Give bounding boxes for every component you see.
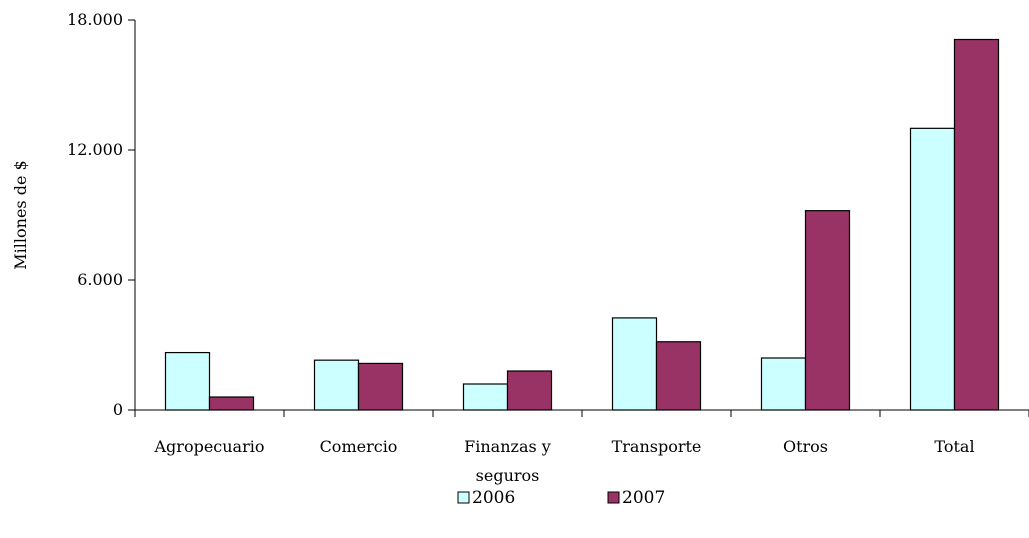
bar-2007-transporte xyxy=(655,341,702,411)
legend: 2006 2007 xyxy=(457,488,665,508)
legend-label-2006: 2006 xyxy=(472,488,515,508)
x-tick-label: Otros xyxy=(783,437,828,456)
bar-2006-comercio xyxy=(313,359,360,411)
legend-swatch-2007 xyxy=(607,491,620,504)
y-tick-label: 0 xyxy=(113,400,123,419)
bar-2006-finanzas-y-seguros xyxy=(462,383,509,411)
y-tick-label: 12.000 xyxy=(67,140,123,159)
legend-label-2007: 2007 xyxy=(622,488,665,508)
bar-2007-agropecuario xyxy=(208,396,255,411)
bar-2007-total xyxy=(953,38,1000,411)
x-axis: Agropecuario Comercio Finanzas y seguros Tra… xyxy=(134,409,1029,485)
y-tick-label: 6.000 xyxy=(77,270,123,289)
bar-2006-total xyxy=(909,127,956,411)
legend-swatch-2006 xyxy=(457,491,470,504)
x-tick-label: Finanzas y seguros xyxy=(464,437,551,485)
bar-2006-agropecuario xyxy=(164,351,211,411)
y-axis: 0 6.000 12.000 18.000 xyxy=(67,10,136,419)
x-tick-label: Total xyxy=(934,437,974,456)
x-tick-label: Comercio xyxy=(320,437,398,456)
bar-2006-transporte xyxy=(611,317,658,411)
y-axis-title: Millones de $ xyxy=(11,160,30,269)
bar-2007-otros xyxy=(804,210,851,411)
bar-2007-comercio xyxy=(357,362,404,411)
bars xyxy=(164,38,1000,411)
x-tick-label: Transporte xyxy=(612,437,702,456)
bar-2007-finanzas-y-seguros xyxy=(506,370,553,411)
y-tick-label: 18.000 xyxy=(67,10,123,29)
bar-2006-otros xyxy=(760,357,807,411)
x-tick-label: Agropecuario xyxy=(154,437,265,456)
